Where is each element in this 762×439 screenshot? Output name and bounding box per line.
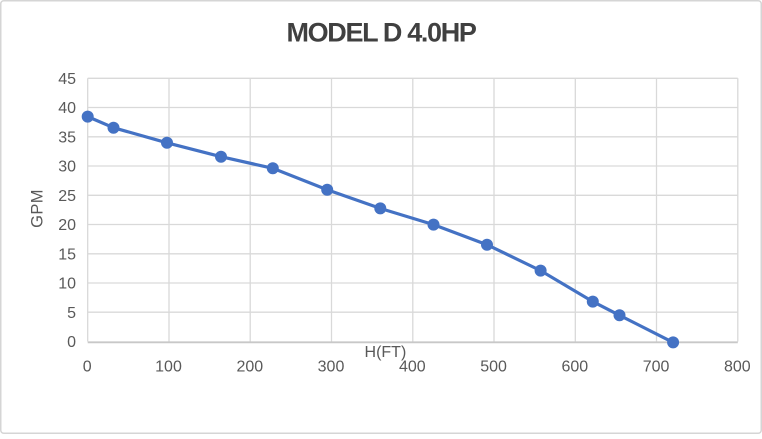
svg-text:800: 800 [724, 358, 751, 375]
svg-text:300: 300 [318, 358, 345, 375]
svg-text:MODEL D 4.0HP: MODEL D 4.0HP [287, 18, 477, 48]
svg-text:600: 600 [561, 358, 588, 375]
svg-text:5: 5 [67, 305, 76, 322]
svg-text:35: 35 [58, 129, 76, 146]
svg-text:700: 700 [643, 358, 670, 375]
svg-text:200: 200 [236, 358, 263, 375]
svg-text:30: 30 [58, 159, 76, 176]
svg-text:GPM: GPM [29, 189, 47, 228]
svg-text:100: 100 [155, 358, 182, 375]
svg-text:15: 15 [58, 246, 76, 263]
svg-text:25: 25 [58, 188, 76, 205]
svg-text:20: 20 [58, 217, 76, 234]
svg-text:400: 400 [399, 358, 426, 375]
svg-text:10: 10 [58, 276, 76, 293]
svg-text:0: 0 [67, 334, 76, 351]
svg-text:500: 500 [480, 358, 507, 375]
svg-text:0: 0 [83, 358, 92, 375]
svg-text:45: 45 [58, 71, 76, 88]
svg-text:H(FT): H(FT) [365, 344, 407, 361]
svg-text:40: 40 [58, 100, 76, 117]
